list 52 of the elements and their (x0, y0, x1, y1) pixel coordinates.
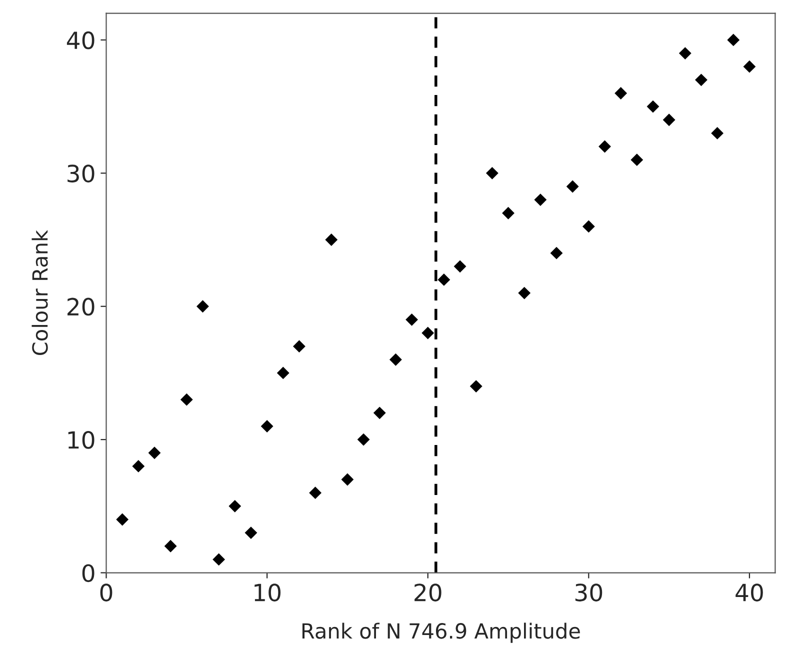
point (582, 220, 595, 233)
point (406, 313, 418, 326)
point (486, 166, 498, 180)
point (180, 393, 193, 406)
point (438, 274, 450, 286)
y-tick-label: 30 (68, 164, 94, 182)
point (534, 194, 547, 206)
point (711, 126, 724, 140)
point (116, 513, 129, 526)
point (422, 326, 434, 340)
point (630, 154, 644, 166)
point (309, 486, 322, 500)
point (550, 246, 563, 260)
point (293, 340, 306, 353)
y-tick-label: 20 (68, 298, 94, 316)
point (196, 300, 209, 313)
x-tick-label: 20 (414, 584, 442, 602)
point (518, 286, 531, 300)
point (373, 406, 386, 420)
point (470, 380, 482, 392)
point (132, 460, 145, 472)
x-tick-label: 0 (100, 584, 112, 602)
point (502, 206, 514, 220)
point (164, 540, 177, 552)
point (260, 420, 274, 432)
point (727, 34, 740, 46)
x-tick-label: 40 (736, 584, 763, 602)
point (646, 100, 660, 113)
point (389, 353, 402, 366)
point (662, 114, 676, 126)
point (276, 366, 290, 380)
y-tick-label: 10 (68, 431, 94, 449)
point (212, 553, 226, 566)
point (566, 180, 579, 193)
y-axis-title: Colour Rank (32, 230, 48, 355)
point (244, 526, 258, 540)
point (598, 140, 611, 153)
x-tick-label: 30 (575, 584, 602, 602)
x-axis-title: Rank of N 746.9 Amplitude (302, 622, 580, 643)
point (148, 446, 161, 460)
point (743, 60, 756, 73)
point (614, 87, 628, 100)
y-tick-label: 0 (82, 564, 94, 582)
point (454, 260, 466, 273)
point (325, 234, 338, 246)
point (341, 473, 354, 486)
point (678, 47, 692, 60)
point (357, 433, 370, 446)
point (228, 500, 242, 512)
y-tick-label: 40 (66, 31, 94, 50)
x-tick-label: 10 (254, 584, 281, 602)
point (695, 74, 708, 86)
